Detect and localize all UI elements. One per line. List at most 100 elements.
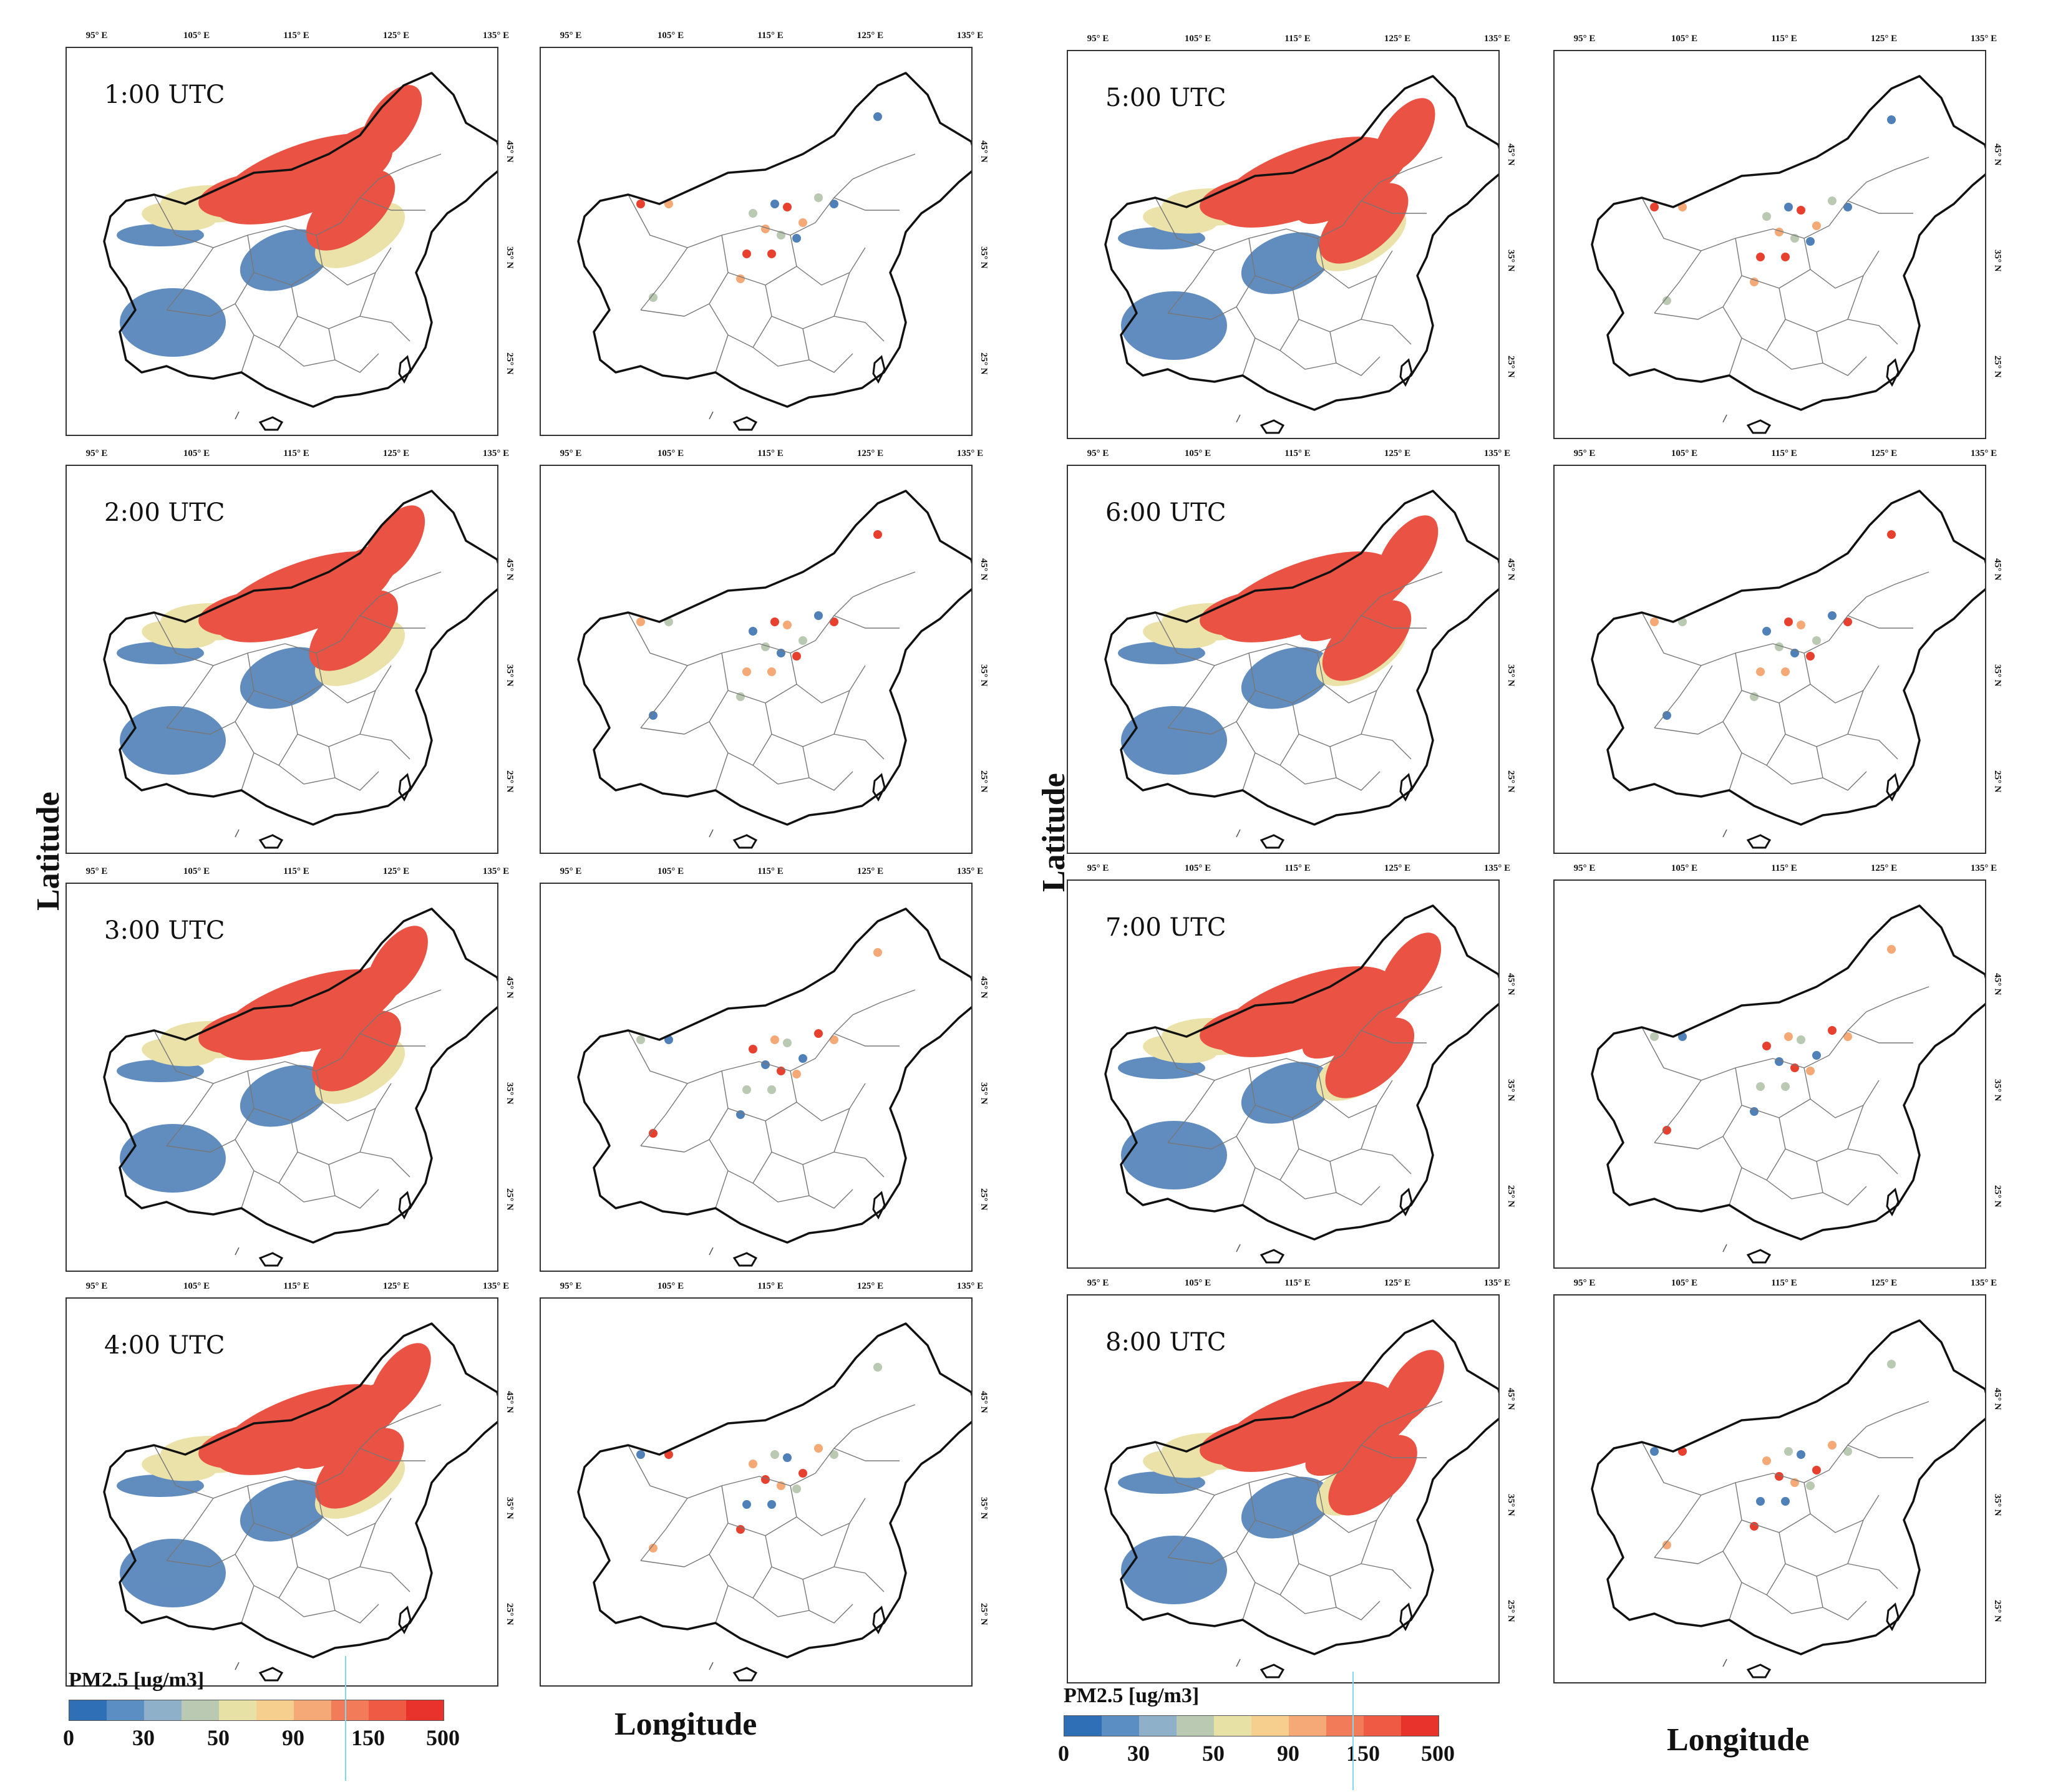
observation-map-panel: [1553, 50, 1986, 439]
longitude-tick-label: 95° E: [1573, 448, 1596, 458]
longitude-ticks: 95° E 105° E 115° E 125° E 135° E: [1553, 1277, 1997, 1294]
longitude-tick-label: 125° E: [1384, 34, 1411, 44]
longitude-tick-label: 135° E: [956, 31, 984, 41]
latitude-tick-label: 25° N: [1992, 770, 2002, 793]
latitude-tick-label: 45° N: [1992, 973, 2002, 995]
province-border: [1779, 1519, 1864, 1577]
inset-line: [1722, 829, 1727, 838]
province-border: [640, 1145, 685, 1153]
time-label: 5:00 UTC: [1105, 84, 1226, 112]
latitude-tick-label: 45° N: [1506, 1388, 1516, 1410]
station-marker: [1797, 1450, 1805, 1459]
longitude-tick-label: 135° E: [1970, 448, 1997, 458]
station-marker: [736, 1110, 745, 1119]
station-marker: [1812, 221, 1821, 230]
station-marker: [1650, 1447, 1659, 1456]
province-border: [628, 1030, 760, 1084]
province-border: [1361, 1563, 1412, 1589]
station-marker: [1784, 203, 1793, 211]
latitude-tick-label: 25° N: [1992, 1600, 2002, 1622]
latitude-tick-label: 25° N: [505, 1188, 515, 1211]
observation-map-panel: [540, 465, 973, 854]
station-marker: [1781, 253, 1790, 261]
pm25-high-area: [1382, 1350, 1444, 1426]
province-border: [1729, 1167, 1742, 1206]
longitude-ticks: 95° E 105° E 115° E 125° E 135° E: [540, 1280, 984, 1297]
model-map-panel: 2:00 UTC: [66, 465, 498, 854]
province-border: [316, 1070, 392, 1121]
longitude-tick-label: 125° E: [857, 1281, 884, 1291]
province-border: [1816, 1161, 1867, 1206]
model-map-panel: 7:00 UTC: [1067, 879, 1500, 1269]
pm25-high-area: [369, 1343, 431, 1419]
province-border: [1211, 652, 1256, 735]
longitude-ticks: 95° E 105° E 115° E 125° E 135° E: [1067, 32, 1511, 50]
latitude-tick-label: 35° N: [1992, 1494, 2002, 1516]
latitude-tick-label: 35° N: [979, 246, 989, 269]
longitude-tick-label: 135° E: [1483, 1278, 1511, 1288]
province-border: [328, 1164, 379, 1209]
longitude-tick-label: 105° E: [1184, 448, 1211, 458]
province-border: [759, 1014, 853, 1072]
longitude-tick-label: 95° E: [1573, 1278, 1596, 1288]
legend-swatch: [294, 1700, 331, 1720]
pm25-field: [117, 85, 422, 357]
longitude-tick-label: 125° E: [857, 448, 884, 458]
pm25-mid-area: [1143, 1450, 1218, 1478]
province-border: [1779, 275, 1864, 332]
province-border: [1847, 1148, 1898, 1174]
station-marker: [742, 249, 751, 258]
province-border: [1779, 690, 1864, 747]
station-marker: [1662, 296, 1671, 305]
province-border: [1242, 1167, 1256, 1206]
pm25-mid-area: [1143, 205, 1218, 234]
map-svg: [577, 490, 971, 849]
province-border: [833, 1448, 900, 1461]
island-outline: [732, 834, 758, 849]
model-map-panel: 5:00 UTC: [1067, 50, 1500, 439]
province-border: [802, 1164, 853, 1209]
legend-swatch: [69, 1700, 107, 1720]
longitude-ticks: 95° E 105° E 115° E 125° E 135° E: [540, 447, 984, 465]
station-marker: [742, 667, 751, 676]
latitude-tick-label: 45° N: [505, 558, 515, 581]
province-border: [1803, 238, 1880, 289]
station-marker: [770, 618, 779, 626]
map-svg: [1104, 904, 1498, 1264]
time-label: 4:00 UTC: [104, 1331, 225, 1360]
province-border: [765, 1108, 850, 1165]
province-border: [802, 1579, 853, 1624]
province-border: [1236, 306, 1299, 351]
station-marker: [767, 1500, 776, 1509]
station-marker: [1750, 1522, 1759, 1531]
longitude-tick-label: 95° E: [1087, 448, 1109, 458]
latitude-tick-label: 25° N: [979, 1188, 989, 1211]
latitude-tick-label: 25° N: [1506, 770, 1516, 793]
province-border: [1379, 157, 1443, 183]
station-marker: [742, 1085, 751, 1094]
longitude-tick-label: 115° E: [757, 31, 784, 41]
station-marker: [814, 611, 823, 620]
province-border: [328, 1579, 379, 1624]
country-border: [103, 72, 497, 408]
province-border: [1361, 1148, 1412, 1174]
province-border: [166, 1145, 211, 1153]
station-marker: [830, 200, 838, 208]
province-border: [1167, 312, 1212, 320]
station-marker: [1806, 1067, 1815, 1075]
province-border: [1361, 319, 1412, 345]
longitude-tick-label: 125° E: [857, 866, 884, 876]
province-border: [1379, 1401, 1443, 1427]
province-border: [316, 235, 392, 286]
longitude-tick-label: 135° E: [1970, 1278, 1997, 1288]
map-svg: [103, 72, 497, 431]
station-marker: [1806, 652, 1815, 661]
province-border: [759, 178, 853, 236]
province-border: [278, 1597, 336, 1617]
model-map-panel: 1:00 UTC: [66, 47, 498, 436]
province-border: [1772, 596, 1867, 654]
legend-swatch: [182, 1700, 219, 1720]
island-outline: [872, 1191, 886, 1220]
province-border: [1167, 1557, 1212, 1564]
latitude-tick-label: 45° N: [1992, 558, 2002, 581]
